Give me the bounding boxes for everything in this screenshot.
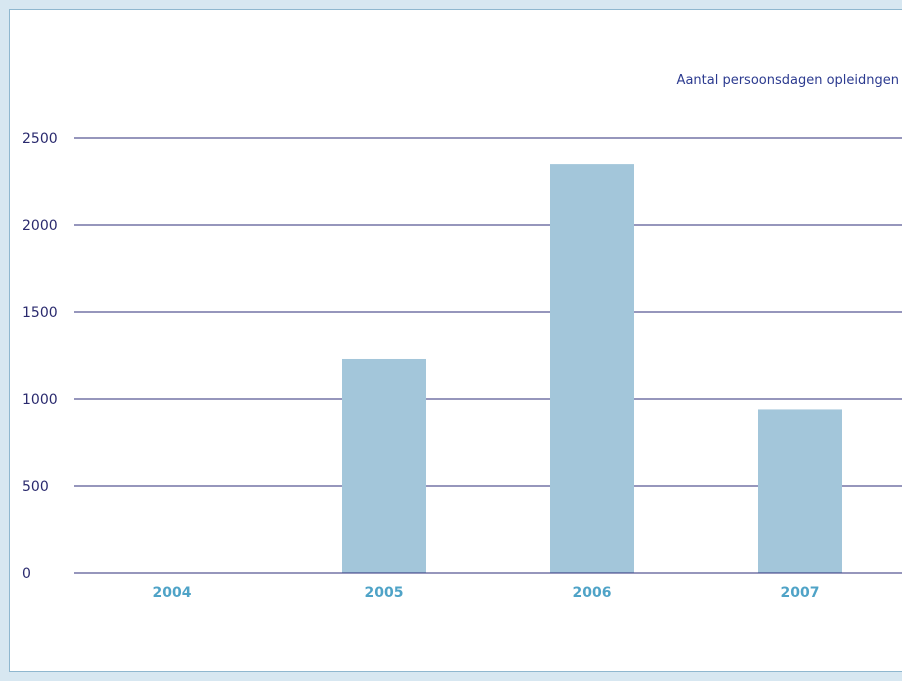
bar-2006 <box>550 164 634 573</box>
y-tick-label: 500 <box>22 479 49 495</box>
x-category-label: 2004 <box>153 585 192 601</box>
series-label: Aantal persoonsdagen opleidngen <box>677 73 899 88</box>
x-category-label: 2007 <box>781 585 820 601</box>
y-tick-label: 0 <box>22 566 31 582</box>
bars <box>74 164 902 574</box>
chart-frame-border <box>9 9 902 672</box>
y-tick-label: 1000 <box>22 392 58 408</box>
y-tick-label: 2500 <box>22 131 58 147</box>
y-tick-label: 1500 <box>22 305 58 321</box>
bar-2007 <box>758 409 842 573</box>
bar-2005 <box>342 358 426 573</box>
x-category-label: 2006 <box>573 585 612 601</box>
x-axis-category-labels: 2004 2005 2006 2007 <box>153 585 820 601</box>
x-category-label: 2005 <box>365 585 404 601</box>
y-tick-label: 2000 <box>22 218 58 234</box>
y-axis-tick-labels: 0 500 1000 1500 2000 2500 <box>22 131 58 582</box>
